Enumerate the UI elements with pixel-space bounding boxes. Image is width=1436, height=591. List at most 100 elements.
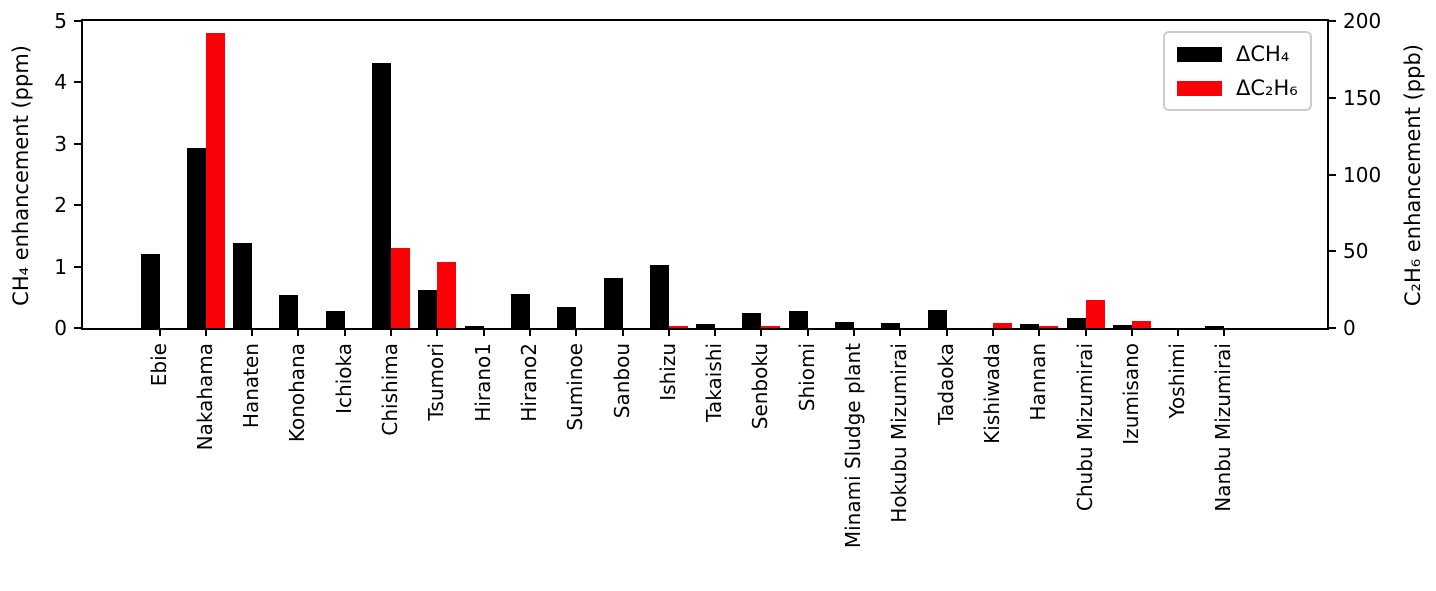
y-tick-right bbox=[1328, 20, 1336, 22]
x-category-label: Ichioka bbox=[331, 343, 356, 414]
x-category-label: Konohana bbox=[285, 343, 310, 443]
ch4-bar bbox=[742, 312, 762, 328]
x-tick bbox=[667, 328, 670, 336]
x-category-label: Hokubu Mizumirai bbox=[887, 343, 912, 523]
x-category-label: Hannan bbox=[1026, 343, 1051, 421]
x-category-label: Sanbou bbox=[609, 343, 634, 419]
x-tick bbox=[575, 328, 578, 336]
x-tick bbox=[621, 328, 624, 336]
ch4-bar bbox=[464, 326, 484, 328]
x-category-label: Ishizu bbox=[655, 343, 680, 401]
y-tick-label-left: 2 bbox=[54, 193, 67, 218]
x-category-label: Chishima bbox=[378, 343, 402, 436]
x-tick bbox=[482, 328, 485, 336]
y-tick-label-right: 100 bbox=[1343, 162, 1382, 187]
legend-label-c2h6: ΔC₂H₆ bbox=[1236, 76, 1298, 100]
ch4-bar bbox=[233, 242, 253, 328]
x-category-label: Yoshimi bbox=[1165, 343, 1190, 419]
y-tick-left bbox=[74, 204, 82, 207]
x-tick bbox=[297, 328, 300, 336]
c2h6-bar bbox=[668, 326, 688, 328]
ch4-bar bbox=[927, 310, 947, 328]
x-category-label: Senboku bbox=[748, 343, 773, 430]
legend-entry-ch4: ΔCH₄ bbox=[1177, 43, 1298, 65]
x-category-label: Nanbu Mizumirai bbox=[1211, 343, 1236, 512]
x-tick bbox=[853, 328, 855, 336]
y-tick-left bbox=[74, 81, 82, 84]
x-tick bbox=[1223, 328, 1226, 336]
x-category-label: Minami Sludge plant bbox=[841, 343, 865, 549]
x-tick bbox=[1038, 328, 1041, 336]
x-tick bbox=[343, 328, 346, 336]
x-category-label: Izumisano bbox=[1118, 343, 1143, 445]
y-tick-label-right: 200 bbox=[1343, 9, 1382, 33]
x-category-label: Nakahama bbox=[192, 343, 217, 451]
x-tick bbox=[204, 328, 207, 336]
c2h6-bar bbox=[1131, 321, 1151, 328]
ch4-bar bbox=[186, 148, 206, 328]
ch4-bar bbox=[325, 311, 345, 328]
y-axis-title-left: CH₄ enhancement (ppm) bbox=[9, 44, 33, 306]
y-tick-right bbox=[1328, 327, 1336, 329]
c2h6-bar bbox=[761, 326, 781, 328]
x-tick bbox=[1177, 328, 1180, 336]
ch4-bar bbox=[279, 294, 299, 328]
x-tick bbox=[714, 328, 717, 336]
ch4-bar bbox=[1205, 325, 1225, 328]
ch4-bar bbox=[603, 278, 623, 328]
x-tick bbox=[806, 328, 809, 336]
ch4-bar bbox=[557, 307, 577, 328]
x-category-label: Tadaoka bbox=[933, 343, 958, 425]
c2h6-bar bbox=[437, 262, 457, 328]
x-category-label: Kishiwada bbox=[979, 343, 1004, 444]
x-category-label: Takaishi bbox=[702, 343, 727, 422]
x-tick bbox=[251, 328, 254, 336]
y-tick-label-left: 0 bbox=[54, 316, 67, 340]
y-tick-right bbox=[1328, 250, 1336, 253]
x-tick bbox=[158, 328, 161, 336]
y-tick-right bbox=[1328, 96, 1336, 99]
ch4-bar bbox=[696, 323, 716, 328]
x-tick bbox=[991, 328, 994, 336]
y-tick-left bbox=[74, 327, 82, 329]
x-tick bbox=[528, 328, 531, 336]
c2h6-bar bbox=[391, 248, 410, 328]
x-category-label: Tsumori bbox=[424, 343, 449, 421]
c2h6-bar bbox=[205, 33, 225, 328]
y-tick-label-right: 0 bbox=[1343, 316, 1356, 340]
x-tick bbox=[390, 328, 392, 336]
x-category-label: Ebie bbox=[146, 343, 171, 387]
y-tick-label-left: 1 bbox=[54, 254, 67, 279]
x-category-label: Shiomi bbox=[794, 343, 819, 412]
y-tick-left bbox=[74, 20, 82, 22]
x-tick bbox=[1130, 328, 1133, 336]
c2h6-bar bbox=[1085, 299, 1105, 328]
c2h6-bar bbox=[1039, 326, 1059, 328]
c2h6-bar bbox=[992, 323, 1012, 328]
x-tick bbox=[1084, 328, 1087, 336]
y-tick-right bbox=[1328, 173, 1336, 176]
x-category-label: Hirano2 bbox=[516, 343, 541, 422]
ch4-bar bbox=[1066, 317, 1086, 328]
ch4-bar bbox=[140, 253, 160, 328]
ch4-bar bbox=[788, 310, 808, 328]
x-tick bbox=[899, 328, 902, 336]
ch4-bar bbox=[835, 322, 854, 328]
x-tick bbox=[945, 328, 948, 336]
ch4-bar bbox=[1020, 324, 1040, 328]
x-category-label: Suminoe bbox=[563, 343, 588, 431]
x-category-label: Chubu Mizumirai bbox=[1072, 343, 1097, 512]
ch4-bar bbox=[418, 289, 438, 328]
y-tick-label-right: 50 bbox=[1343, 239, 1369, 264]
ch4-bar bbox=[649, 265, 669, 328]
y-tick-label-left: 3 bbox=[54, 131, 67, 156]
y-tick-label-right: 150 bbox=[1343, 85, 1382, 110]
legend-label-ch4: ΔCH₄ bbox=[1236, 42, 1290, 66]
ch4-bar bbox=[1112, 324, 1132, 328]
x-tick bbox=[760, 328, 763, 336]
ch4-swatch-icon bbox=[1177, 46, 1222, 62]
c2h6-swatch-icon bbox=[1177, 80, 1222, 96]
y-tick-label-left: 5 bbox=[54, 9, 67, 33]
plot-area bbox=[83, 21, 1327, 328]
